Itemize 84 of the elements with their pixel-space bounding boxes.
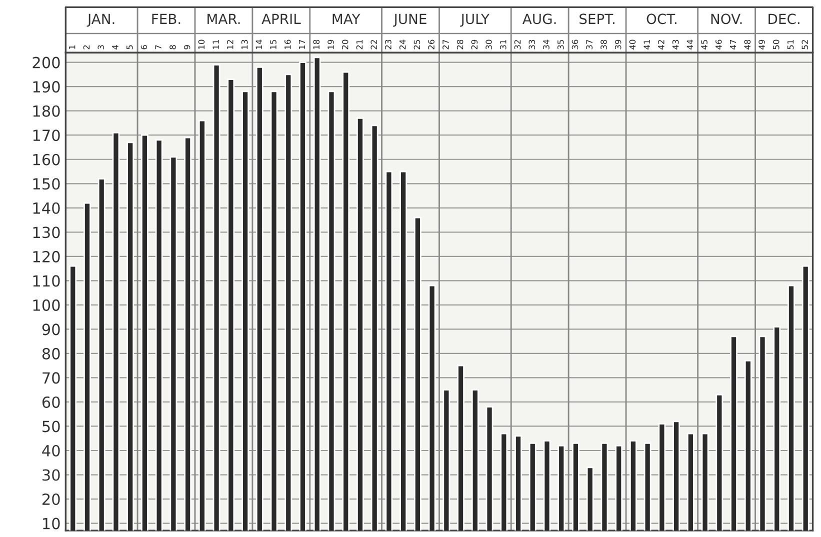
x-tick-label: 34: [543, 40, 550, 50]
x-tick-label: 25: [414, 40, 420, 50]
y-tick-label: 80: [42, 348, 60, 360]
x-tick-label: 33: [528, 40, 536, 50]
x-tick-label: 17: [298, 40, 306, 49]
y-tick-label: 110: [33, 275, 60, 287]
x-tick-label: 8: [170, 45, 176, 50]
x-tick-label: 37: [586, 40, 593, 50]
x-tick-label: 50: [772, 40, 780, 50]
band-label: JULY: [460, 14, 490, 27]
x-tick-label: 5: [126, 45, 133, 50]
x-tick-label: 6: [140, 45, 148, 50]
y-tick-label: 190: [33, 81, 60, 93]
y-tick-label: 100: [33, 299, 60, 311]
x-tick-label: 12: [227, 40, 234, 49]
x-tick-label: 14: [256, 40, 262, 49]
x-tick-label: 2: [83, 45, 90, 50]
x-tick-label: 41: [644, 40, 650, 50]
x-tick-label: 26: [428, 40, 434, 50]
y-tick-label: 10: [43, 518, 60, 530]
x-tick-label: 42: [658, 40, 664, 50]
x-tick-label: 44: [686, 40, 693, 50]
y-tick-label: 70: [42, 372, 60, 384]
x-tick-label: 52: [802, 40, 808, 50]
x-tick-label: 32: [514, 40, 521, 50]
x-tick-label: 10: [198, 40, 205, 49]
x-tick-label: 30: [486, 40, 492, 50]
band-label: JUNE: [393, 14, 426, 27]
x-tick-label: 35: [557, 40, 564, 50]
x-tick-label: 21: [356, 40, 363, 50]
y-tick-label: 30: [42, 469, 60, 481]
x-tick-label: 18: [313, 40, 320, 49]
x-tick-label: 24: [399, 40, 406, 50]
x-tick-label: 47: [730, 40, 736, 50]
band-label: FEB.: [152, 14, 180, 24]
y-tick-label: 20: [42, 493, 60, 506]
x-tick-label: 51: [787, 40, 794, 50]
y-tick-label: 180: [33, 105, 60, 117]
band-label: NOV.: [711, 14, 742, 24]
x-tick-label: 36: [572, 40, 578, 50]
x-tick-label: 40: [629, 40, 636, 50]
band-label: MAY: [332, 14, 360, 24]
band-label: APRIL: [262, 14, 301, 24]
y-tick-label: 150: [33, 178, 60, 190]
x-tick-label: 3: [98, 45, 104, 50]
x-tick-label: 16: [284, 40, 291, 49]
x-tick-label: 7: [155, 45, 162, 50]
band-label: AUG.: [522, 14, 556, 24]
x-tick-label: 28: [456, 40, 464, 50]
y-tick-label: 130: [33, 226, 60, 238]
x-tick-label: 23: [385, 40, 392, 50]
band-label: SEPT.: [580, 14, 614, 24]
y-tick-label: 120: [33, 250, 60, 262]
y-tick-label: 50: [42, 420, 60, 432]
band-label: OCT.: [646, 14, 676, 24]
x-tick-label: 4: [112, 45, 118, 50]
x-tick-label: 45: [701, 40, 708, 50]
x-tick-label: 49: [758, 40, 765, 50]
x-tick-label: 27: [442, 40, 449, 50]
x-tick-label: 11: [212, 40, 219, 49]
y-tick-label: 140: [33, 202, 60, 214]
x-tick-label: 22: [370, 40, 377, 50]
x-tick-label: 19: [328, 40, 334, 49]
x-tick-label: 43: [672, 40, 679, 50]
x-tick-label: 13: [241, 40, 248, 49]
band-label: JAN.: [86, 14, 114, 27]
band-label: DEC.: [768, 14, 800, 24]
x-tick-label: 15: [270, 40, 276, 49]
x-tick-label: 20: [342, 40, 348, 50]
x-tick-label: 46: [716, 40, 722, 50]
y-tick-label: 40: [42, 444, 60, 457]
x-tick-label: 31: [500, 40, 506, 50]
x-tick-label: 38: [600, 40, 607, 50]
x-tick-label: 1: [69, 45, 76, 49]
y-tick-label: 160: [33, 154, 60, 166]
x-tick-label: 48: [744, 40, 751, 50]
y-tick-label: 170: [33, 130, 60, 142]
band-label: MAR.: [208, 14, 240, 24]
y-tick-label: 60: [42, 396, 60, 408]
x-tick-label: 9: [184, 45, 190, 50]
y-tick-label: 200: [32, 56, 60, 68]
x-tick-label: 39: [614, 40, 622, 50]
y-tick-label: 90: [42, 324, 60, 336]
x-tick-label: 29: [471, 40, 478, 50]
